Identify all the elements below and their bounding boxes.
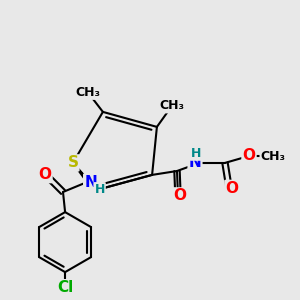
Text: N: N [84, 175, 97, 190]
Text: H: H [191, 147, 201, 160]
Text: Cl: Cl [57, 280, 73, 295]
Text: CH₃: CH₃ [159, 99, 184, 112]
Text: O: O [38, 167, 52, 182]
Text: O: O [242, 148, 256, 164]
Text: O: O [225, 181, 239, 196]
Text: S: S [68, 155, 78, 170]
Text: CH₃: CH₃ [260, 149, 286, 163]
Text: H: H [94, 183, 105, 196]
Text: O: O [173, 188, 187, 203]
Text: N: N [189, 155, 201, 170]
Text: CH₃: CH₃ [75, 86, 100, 99]
